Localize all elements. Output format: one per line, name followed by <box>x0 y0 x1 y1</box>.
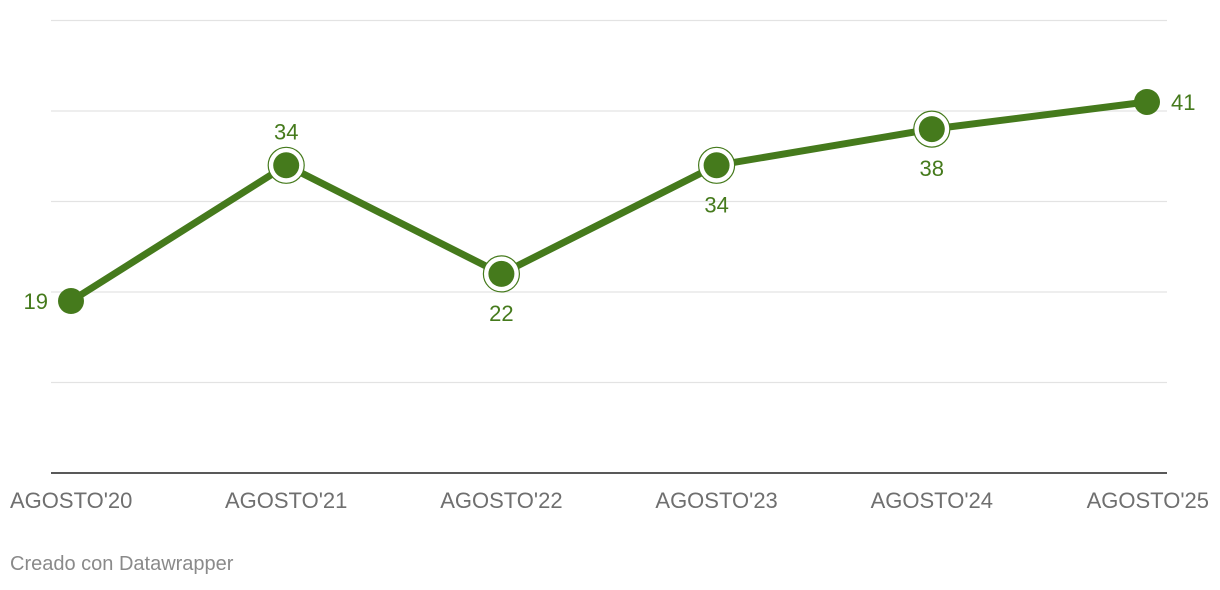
data-point-2 <box>273 152 300 179</box>
data-point-4 <box>703 152 730 179</box>
data-label-2: 34 <box>274 119 298 144</box>
datawrapper-credit: Creado con Datawrapper <box>10 553 234 575</box>
x-tick-labels: AGOSTO'20 AGOSTO'21 AGOSTO'22 AGOSTO'23 AGOS… <box>10 488 1209 513</box>
x-tick-label-6: AGOSTO'25 <box>1087 488 1209 513</box>
data-label-3: 22 <box>489 301 513 326</box>
gridlines <box>51 19 1167 384</box>
data-label-5: 38 <box>920 156 944 181</box>
data-point-6 <box>1134 88 1160 115</box>
series-line-layer <box>67 98 1151 305</box>
series-line <box>67 98 1151 305</box>
x-tick-label-2: AGOSTO'21 <box>225 488 347 513</box>
data-point-3 <box>488 260 515 287</box>
x-tick-label-3: AGOSTO'22 <box>440 488 562 513</box>
data-label-6: 41 <box>1171 90 1195 115</box>
data-point-1 <box>58 288 84 315</box>
data-point-5 <box>918 116 945 143</box>
x-tick-label-5: AGOSTO'24 <box>871 488 993 513</box>
x-tick-label-4: AGOSTO'23 <box>655 488 777 513</box>
data-labels: 19 34 22 34 38 41 <box>24 90 1196 326</box>
x-tick-label-1: AGOSTO'20 <box>10 488 132 513</box>
data-points <box>58 88 1160 315</box>
data-label-4: 34 <box>704 192 728 217</box>
data-label-1: 19 <box>24 289 48 314</box>
